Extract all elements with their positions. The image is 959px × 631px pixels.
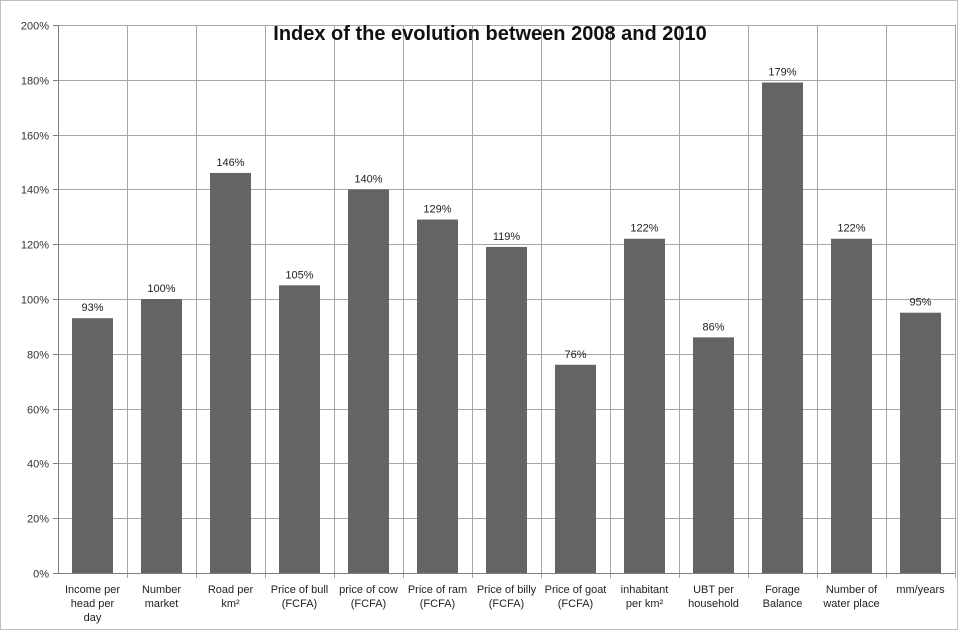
x-category-label: (FCFA) <box>558 598 593 610</box>
grid <box>58 25 956 578</box>
bar <box>279 285 320 573</box>
bar <box>417 219 458 574</box>
x-category-label: day <box>84 612 102 624</box>
x-category-label: Price of ram <box>408 584 467 596</box>
x-category-label: price of cow <box>339 584 398 596</box>
bar <box>624 238 665 573</box>
y-tick-label: 160% <box>21 131 49 143</box>
x-category-label: Number of <box>826 584 878 596</box>
bar <box>555 364 596 573</box>
bar <box>72 318 113 573</box>
data-label: 146% <box>216 157 244 169</box>
data-labels: 93% 100% 146% 105% 140% 129% 119% 76% 122% 86% 179… <box>81 67 931 361</box>
bar <box>831 238 872 573</box>
x-category-label: Income per <box>65 584 120 596</box>
y-tick-label: 60% <box>27 405 49 417</box>
data-label: 95% <box>909 297 931 309</box>
x-category-label: (FCFA) <box>420 598 455 610</box>
data-label: 179% <box>768 67 796 79</box>
bar <box>762 82 803 573</box>
bar <box>693 337 734 573</box>
data-label: 122% <box>630 223 658 235</box>
x-category-label: Balance <box>763 598 803 610</box>
x-category-label: UBT per <box>693 584 734 596</box>
bar <box>348 189 389 573</box>
bar <box>900 312 941 573</box>
x-axis-categories: Income per head per day Number market Road pe… <box>65 584 945 624</box>
y-tick-label: 80% <box>27 350 49 362</box>
x-category-label: Number <box>142 584 181 596</box>
x-category-label: (FCFA) <box>282 598 317 610</box>
data-label: 140% <box>354 173 382 185</box>
y-tick-label: 140% <box>21 185 49 197</box>
bar <box>141 299 182 573</box>
x-category-label: (FCFA) <box>351 598 386 610</box>
x-category-label: Road per <box>208 584 254 596</box>
x-category-label: household <box>688 598 739 610</box>
y-tick-label: 200% <box>21 21 49 33</box>
bar <box>210 172 251 573</box>
y-tick-label: 40% <box>27 459 49 471</box>
x-category-label: Price of bull <box>271 584 328 596</box>
y-tick-label: 120% <box>21 240 49 252</box>
y-tick-label: 180% <box>21 76 49 88</box>
data-label: 76% <box>564 349 586 361</box>
chart-title: Index of the evolution between 2008 and … <box>273 23 706 45</box>
x-category-label: head per <box>71 598 115 610</box>
data-label: 122% <box>837 223 865 235</box>
data-label: 129% <box>423 204 451 216</box>
bars <box>72 82 941 574</box>
bar <box>486 246 527 573</box>
data-label: 105% <box>285 269 313 281</box>
x-category-label: (FCFA) <box>489 598 524 610</box>
x-category-label: water place <box>822 598 879 610</box>
x-category-label: Price of goat <box>545 584 607 596</box>
y-tick-label: 100% <box>21 295 49 307</box>
data-label: 86% <box>702 321 724 333</box>
data-label: 100% <box>147 283 175 295</box>
x-category-label: km² <box>221 598 240 610</box>
x-category-label: per km² <box>626 598 664 610</box>
x-category-label: Price of billy <box>477 584 537 596</box>
y-tick-label: 0% <box>33 569 49 581</box>
x-category-label: market <box>145 598 179 610</box>
y-axis-ticks: 0% 20% 40% 60% 80% 100% 120% 140% 160% 180% 200% <box>21 21 58 581</box>
data-label: 119% <box>493 231 521 243</box>
x-category-label: inhabitant <box>621 584 669 596</box>
x-category-label: mm/years <box>896 584 945 596</box>
y-tick-label: 20% <box>27 514 49 526</box>
data-label: 93% <box>81 302 103 314</box>
x-category-label: Forage <box>765 584 800 596</box>
